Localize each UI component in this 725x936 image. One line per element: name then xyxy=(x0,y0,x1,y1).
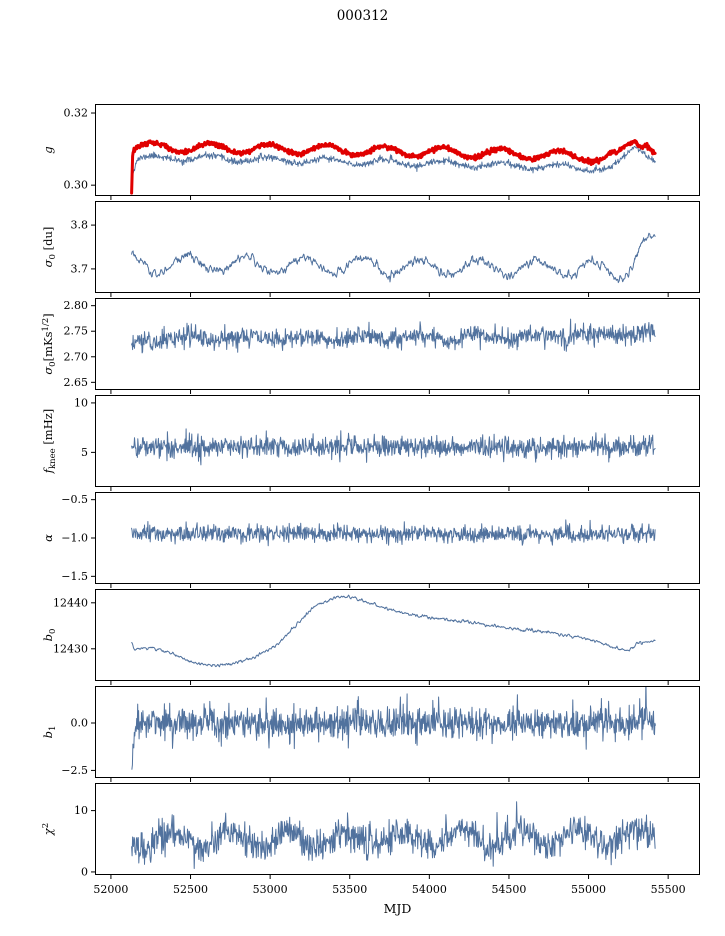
y-tick-label: −0.5 xyxy=(61,493,88,506)
plot-area-f-knee: 5 10 xyxy=(74,395,700,491)
x-tick-label: 52500 xyxy=(173,883,208,896)
y-axis-label-f-knee: fknee [mHz] xyxy=(41,408,58,474)
y-axis-label-part: 1 xyxy=(48,725,58,732)
y-tick-label: 3.8 xyxy=(71,219,89,232)
series-g-thick-red xyxy=(130,139,657,195)
series-sigma0-du xyxy=(131,232,656,284)
plot-area-b0: 12430 12440 xyxy=(53,589,700,685)
figure-title: 000312 xyxy=(336,8,389,24)
subplot-g: g 0.30 0.32 xyxy=(41,104,700,200)
y-tick-label: 10 xyxy=(74,396,88,409)
subplot-sigma0-mks: σ0[mKs1/2] 2.65 2.70 2.75 2.80 xyxy=(41,298,700,394)
y-tick-label: 2.70 xyxy=(64,350,89,363)
y-tick-label: 0.0 xyxy=(71,716,89,729)
subplot-chi2: χ2 0 10 52000 52500 53000 53500 54000 54500 55000… xyxy=(41,783,700,896)
x-tick-label: 54000 xyxy=(412,883,447,896)
series-b1 xyxy=(131,686,656,770)
series-sigma0-mks xyxy=(131,318,656,354)
y-axis-label-part: 0 xyxy=(48,628,58,635)
x-tick-label: 55500 xyxy=(651,883,686,896)
plot-area-chi2: 0 10 52000 52500 53000 53500 54000 54500 55000 55… xyxy=(74,783,700,896)
x-tick-label: 52000 xyxy=(93,883,128,896)
y-tick-label: −1.5 xyxy=(61,570,88,583)
y-axis-label-part: [mKs xyxy=(41,331,55,362)
series-b0 xyxy=(131,594,656,668)
y-axis-label-b0: b0 xyxy=(41,628,58,642)
y-axis-label-part: f xyxy=(41,469,55,474)
series-alpha xyxy=(131,519,656,547)
x-tick-label: 55000 xyxy=(571,883,606,896)
y-axis-label-part: [mHz] xyxy=(41,408,55,449)
panels-container: g 0.30 0.32 σ0 [du] 3.7 3.8 σ0[mKs1/2] 2.65 2.70… xyxy=(41,104,700,896)
y-axis-label-part: σ xyxy=(41,366,55,375)
y-axis-label-part: 2 xyxy=(41,822,51,829)
series-chi2 xyxy=(131,801,656,869)
y-tick-label: 0.30 xyxy=(64,179,89,192)
y-axis-label-g: g xyxy=(41,146,55,153)
y-axis-label-alpha: α xyxy=(41,534,55,542)
y-tick-label: −1.0 xyxy=(61,532,88,545)
y-tick-label: 2.65 xyxy=(64,376,89,389)
plot-area-alpha: −0.5 −1.0 −1.5 xyxy=(61,492,700,588)
y-tick-label: −2.5 xyxy=(61,764,88,777)
y-tick-label: 10 xyxy=(74,804,88,817)
subplot-sigma0-du: σ0 [du] 3.7 3.8 xyxy=(41,201,700,297)
y-tick-label: 3.7 xyxy=(71,262,89,275)
y-axis-label-part: 0 xyxy=(48,361,58,367)
series-f-knee xyxy=(131,428,656,466)
y-tick-label: 2.75 xyxy=(64,325,89,338)
subplot-b0: b0 12430 12440 xyxy=(41,589,700,685)
subplot-alpha: α −0.5 −1.0 −1.5 xyxy=(41,492,700,588)
subplot-f-knee: fknee [mHz] 5 10 xyxy=(41,395,700,491)
y-axis-label-part: knee xyxy=(48,448,58,470)
y-axis-label-part: σ xyxy=(41,259,55,268)
y-axis-label-part: [du] xyxy=(41,226,55,255)
plot-area-b1: 0.0 −2.5 xyxy=(61,686,700,782)
y-axis-label-part: g xyxy=(41,146,55,154)
y-tick-label: 5 xyxy=(81,446,88,459)
plot-area-sigma0-du: 3.7 3.8 xyxy=(71,201,700,297)
y-axis-label-part: α xyxy=(41,534,55,542)
y-axis-label-part: 1/2 xyxy=(41,317,51,332)
y-tick-label: 12430 xyxy=(53,642,88,655)
y-axis-label-part: b xyxy=(41,634,55,642)
y-axis-label-sigma0-du: σ0 [du] xyxy=(41,226,58,268)
x-tick-label: 54500 xyxy=(491,883,526,896)
y-tick-label: 0.32 xyxy=(64,107,89,120)
y-tick-label: 0 xyxy=(81,865,88,878)
y-axis-label-part: χ xyxy=(41,828,55,836)
y-axis-label-b1: b1 xyxy=(41,725,58,739)
x-tick-label: 53500 xyxy=(332,883,367,896)
series-g-thin-blue xyxy=(132,145,656,174)
x-axis-label: MJD xyxy=(383,901,412,916)
y-axis-label-part: b xyxy=(41,731,55,739)
y-axis-label-chi2: χ2 xyxy=(41,823,55,835)
y-axis-label-sigma0-mks: σ0[mKs1/2] xyxy=(41,313,58,375)
y-tick-label: 12440 xyxy=(53,596,88,609)
plot-area-g: 0.30 0.32 xyxy=(64,104,700,200)
plot-area-sigma0-mks: 2.65 2.70 2.75 2.80 xyxy=(64,298,700,394)
x-tick-label: 53000 xyxy=(253,883,288,896)
subplot-b1: b1 0.0 −2.5 xyxy=(41,686,700,782)
y-axis-label-part: 0 xyxy=(48,254,58,260)
y-tick-label: 2.80 xyxy=(64,299,89,312)
